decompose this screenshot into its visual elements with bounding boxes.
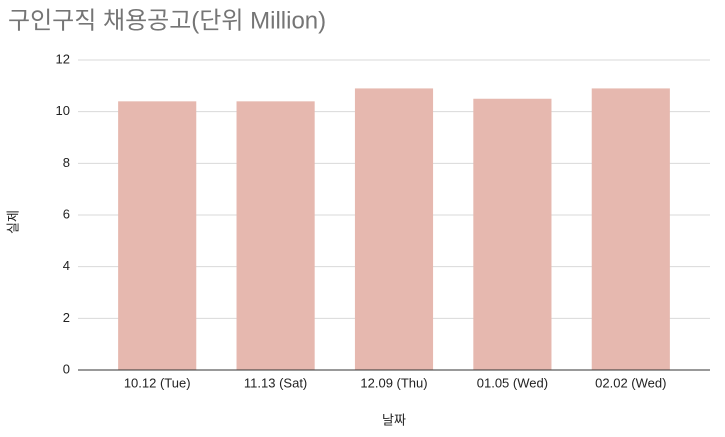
y-tick-label: 8 — [63, 155, 70, 170]
y-tick-label: 12 — [56, 51, 70, 66]
x-tick-label: 01.05 (Wed) — [477, 375, 548, 390]
x-tick-label: 10.12 (Tue) — [124, 375, 191, 390]
x-axis-label: 날짜 — [382, 412, 406, 427]
chart-title: 구인구직 채용공고(단위 Million) — [8, 7, 326, 34]
bar — [591, 88, 670, 371]
bar — [354, 88, 434, 371]
y-tick-label: 6 — [63, 206, 70, 221]
y-axis-label: 실제 — [5, 210, 20, 234]
x-tick-label: 02.02 (Wed) — [595, 375, 666, 390]
bar — [473, 98, 552, 370]
y-tick-label: 10 — [56, 103, 70, 118]
x-tick-label: 12.09 (Thu) — [360, 375, 427, 390]
y-tick-label: 4 — [63, 258, 70, 273]
y-tick-label: 2 — [63, 310, 70, 325]
y-tick-label: 0 — [63, 361, 70, 376]
x-tick-label: 11.13 (Sat) — [244, 375, 307, 390]
bar — [236, 101, 315, 370]
bar — [118, 101, 197, 370]
